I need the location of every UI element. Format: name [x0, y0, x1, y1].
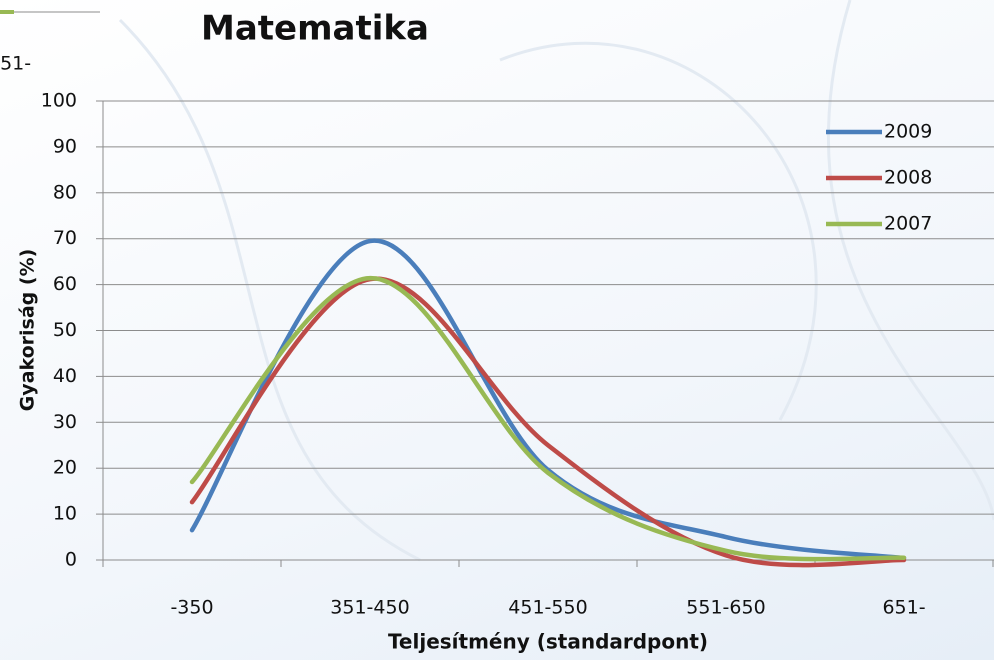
x-tick-label: -350 [170, 597, 213, 619]
x-tick-label: 351-450 [330, 597, 409, 619]
y-tick-label: 20 [53, 457, 77, 479]
y-tick-label: 100 [41, 90, 77, 112]
y-tick-label: 80 [53, 181, 77, 203]
y-tick-label: 0 [65, 549, 77, 571]
x-tick-label: 551-650 [686, 597, 765, 619]
y-tick-label: 40 [53, 365, 77, 387]
y-tick-label: 70 [53, 227, 77, 249]
legend-label: 2007 [884, 213, 932, 235]
y-tick-label: 10 [53, 503, 77, 525]
chart-title: Matematika [201, 9, 429, 49]
y-tick-label: 50 [53, 319, 77, 341]
data-line [189, 276, 907, 568]
cropped-tick-label: 651- [0, 53, 31, 75]
x-tick-label: 651- [882, 597, 925, 619]
y-tick-label: 90 [53, 135, 77, 157]
y-tick-label: 60 [53, 273, 77, 295]
x-tick-label: 451-550 [508, 597, 587, 619]
data-line [189, 275, 907, 562]
x-axis-label: Teljesítmény (standardpont) [388, 630, 708, 654]
y-axis-label: Gyakoriság (%) [17, 249, 39, 412]
legend-label: 2008 [884, 167, 932, 189]
y-tick-label: 30 [53, 411, 77, 433]
data-line [189, 238, 907, 561]
legend-label: 2009 [884, 121, 932, 143]
